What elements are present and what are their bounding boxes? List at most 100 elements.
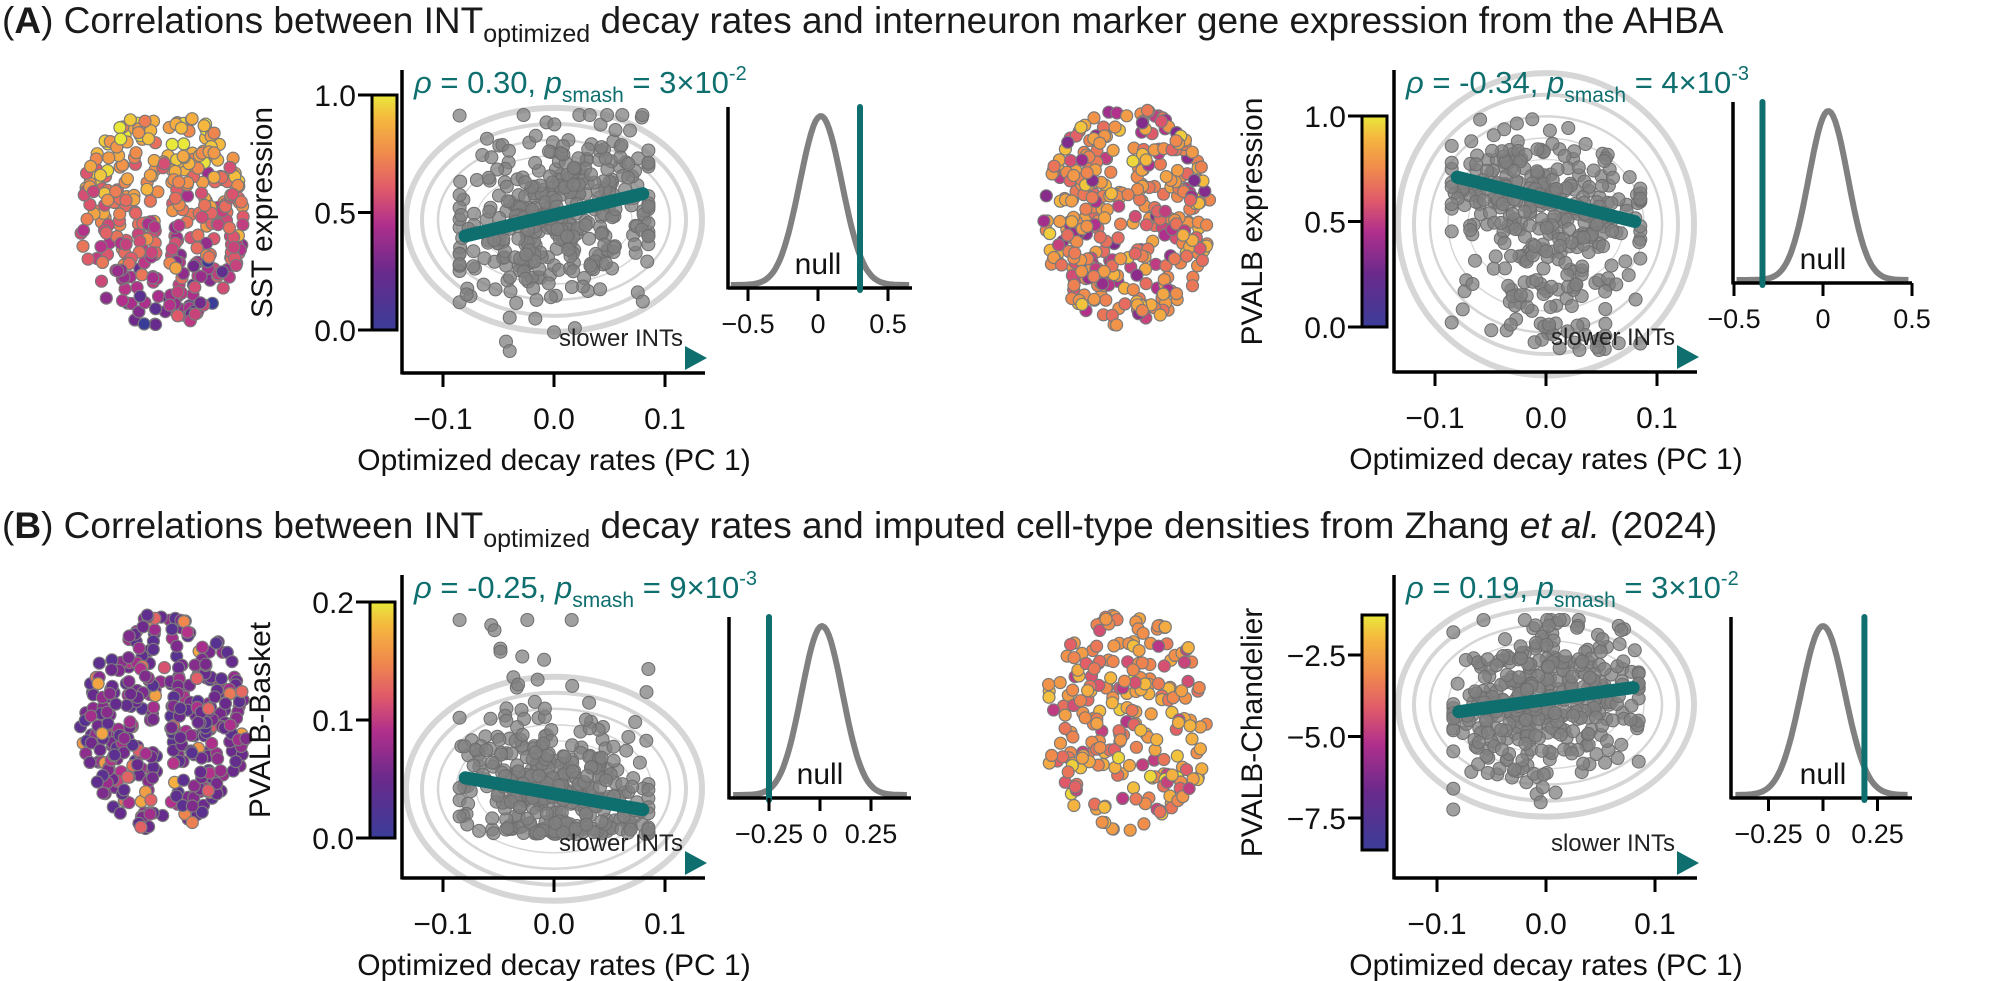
brain-region-dot [1130,268,1144,282]
brain-region-dot [104,663,119,677]
p-symbol: p [544,65,562,100]
scatter-point [516,826,531,840]
brain-region-dot [170,639,184,653]
scatter-point [482,204,497,219]
brain-region-dot [1151,639,1166,653]
scatter-point [625,779,640,794]
brain-region-dot [207,170,221,184]
y-tick-label: 0.0 [312,823,354,856]
brain-region-dot [143,194,157,208]
brain-region-dot [1093,230,1107,244]
scatter-point [582,108,597,122]
scatter-point [598,256,613,271]
scatter-point [476,277,491,292]
scatter-point [1547,706,1562,720]
brain-region-dot [229,754,243,769]
brain-region-dot [208,690,222,704]
brain-region-dot [1078,711,1092,725]
brain-region-dot [109,697,123,711]
scatter-point [1476,613,1491,627]
null-density-curve [730,113,910,288]
scatter-point [1576,756,1591,771]
scatter-point [545,175,560,190]
brain-region-dot [180,625,195,639]
rho-symbol: ρ [413,570,432,605]
scatter-point [1595,178,1609,193]
x-tick-label: −0.1 [1407,908,1466,941]
brain-region-dot [173,730,187,745]
arrowhead-icon [1677,345,1699,369]
brain-region-dot [1053,736,1068,750]
scatter-point [582,695,597,710]
brain-region-dot [1073,694,1088,708]
scatter-point [565,764,580,779]
density-contours [403,673,705,904]
scatter-point [520,811,535,826]
brain-region-dot [83,159,98,173]
brain-region-dot [207,146,221,160]
brain-region-dot [1170,749,1184,763]
scatter-point [1484,323,1499,338]
brain-region-dot [169,789,184,803]
brain-region-dot [1171,715,1186,730]
scatter-point [1541,618,1556,633]
brain-region-dot [145,245,159,260]
brain-region-dot [1128,209,1142,224]
panel-A-PVALB: 0.0 0.5 1.0 PVALB expression −0.1 0.0 0.1 Optim… [1037,63,1931,476]
scatter-point [518,271,533,286]
brain-region-dot [168,191,183,205]
scatter-point [1631,754,1646,769]
x-tick-label: 0.0 [533,403,575,436]
brain-region-dot [1054,258,1069,272]
scatter-point [528,128,543,143]
inset-x-tick-label: 0 [810,309,825,339]
x-tick-label: 0.1 [644,403,686,436]
scatter-point [1578,327,1593,342]
scatter-point [1444,138,1459,153]
y-tick-label: 0.1 [312,705,354,738]
scatter-point [1477,670,1492,685]
scatter-point [1598,316,1613,331]
scatter-point [493,644,508,659]
brain-region-dot [135,268,149,282]
brain-region-dot [223,718,237,732]
brain-region-dot [176,149,190,163]
brain-region-dot [165,622,179,636]
scatter-point [466,244,481,259]
scatter-point [627,237,642,252]
inset-x-tick-label: −0.25 [735,819,803,849]
scatter-point [480,131,494,146]
brain-region-dot [90,775,104,789]
brain-region-dot [1104,165,1118,179]
brain-region-dot [177,137,191,151]
brain-region-dot [1125,703,1139,718]
brain-region-dot [1183,193,1198,207]
scatter-point [1486,128,1501,143]
scatter-point [1485,143,1500,158]
scatter-point [1458,653,1473,667]
brain-region-dot [236,218,250,232]
scatter-point [1520,300,1535,315]
brain-region-dot [1117,674,1132,688]
brain-region-dot [187,779,201,793]
scatter-point [539,806,554,821]
scatter-point [1497,236,1512,250]
brain-region-dot [1139,218,1154,232]
brain-region-dot [107,748,122,762]
brain-region-dot [165,137,179,151]
brain-region-dot [1156,287,1170,301]
scatter-point [547,117,562,132]
brain-region-dot [205,736,219,751]
scatter-point [1570,620,1584,635]
y-tick-label: −7.5 [1287,803,1346,836]
p-exponent: -2 [729,63,747,85]
scatter-point [452,257,467,272]
x-axis-label: Optimized decay rates (PC 1) [1349,443,1742,476]
null-label: null [795,248,842,281]
title-text: decay rates and interneuron marker gene … [590,0,1724,41]
brain-region-dot [1153,157,1168,171]
brain-region-dot [108,184,123,198]
brain-region-dot [202,250,216,264]
scatter-point [578,218,593,232]
